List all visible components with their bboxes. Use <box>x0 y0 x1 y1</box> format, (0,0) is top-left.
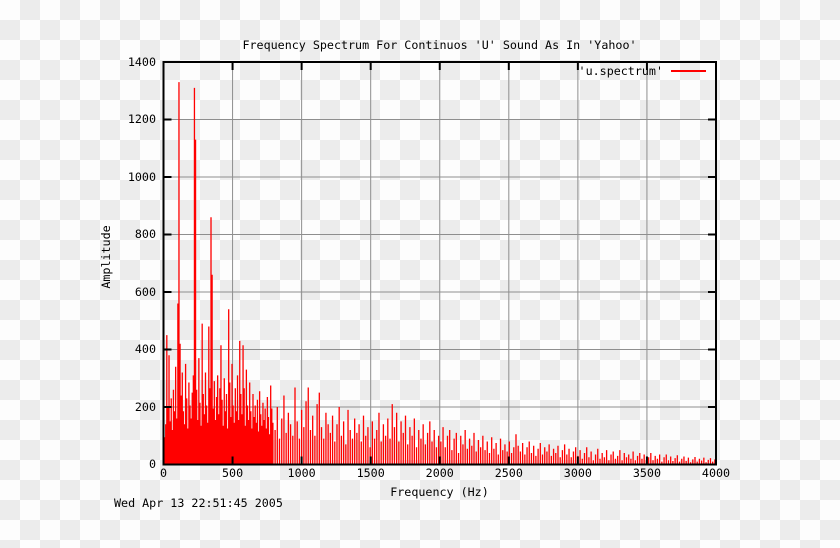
x-tick-label-4000: 4000 <box>701 466 731 480</box>
x-tick-label-500: 500 <box>222 466 244 480</box>
y-tick-label-1400: 1400 <box>127 54 156 69</box>
y-tick-label-200: 200 <box>134 399 156 414</box>
y-tick-label-1200: 1200 <box>127 112 156 126</box>
y-tick-label-600: 600 <box>134 284 156 299</box>
chart-title: Frequency Spectrum For Continuos 'U' Sou… <box>242 38 637 52</box>
x-tick-label-2500: 2500 <box>494 466 523 480</box>
legend-label: 'u.spectrum' <box>578 64 663 78</box>
x-axis-label: Frequency (Hz) <box>390 485 489 499</box>
y-tick-label-0: 0 <box>148 457 156 471</box>
y-tick-label-1000: 1000 <box>127 169 156 184</box>
x-tick-label-1500: 1500 <box>356 466 385 480</box>
y-axis-label: Amplitude <box>99 225 113 289</box>
y-tick-label-400: 400 <box>134 342 156 356</box>
legend-line-sample <box>671 70 706 72</box>
tick-marks <box>162 61 717 466</box>
timestamp: Wed Apr 13 22:51:45 2005 <box>114 496 283 510</box>
grid-lines <box>163 62 716 465</box>
x-tick-label-1000: 1000 <box>287 466 316 480</box>
plot-border <box>162 61 717 466</box>
x-tick-label-3000: 3000 <box>563 466 592 480</box>
x-tick-label-2000: 2000 <box>425 466 454 480</box>
x-tick-label-3500: 3500 <box>632 466 662 480</box>
x-tick-label-0: 0 <box>159 466 168 480</box>
y-tick-label-800: 800 <box>134 227 156 241</box>
